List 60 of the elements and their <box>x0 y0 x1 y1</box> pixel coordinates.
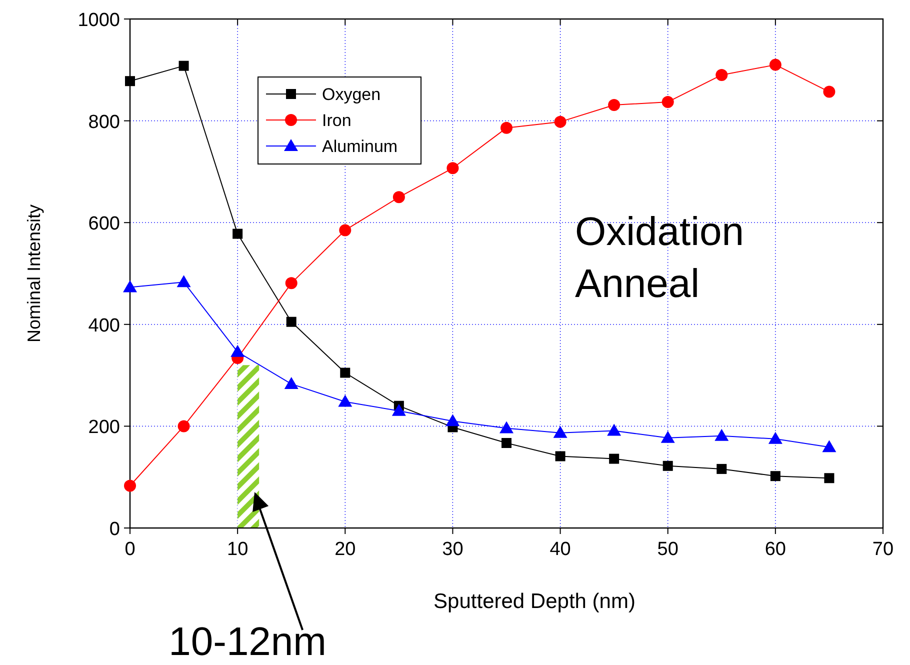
x-tick-label: 0 <box>124 539 136 560</box>
point <box>714 428 729 441</box>
point <box>500 122 512 134</box>
point <box>768 432 782 444</box>
point <box>500 421 514 434</box>
point <box>123 280 137 292</box>
point <box>338 394 352 407</box>
y-tick-label: 1000 <box>78 10 120 31</box>
x-tick-label: 70 <box>872 539 894 560</box>
point <box>392 191 405 204</box>
point <box>339 224 352 236</box>
point <box>178 420 190 432</box>
point <box>662 460 673 471</box>
point <box>822 440 836 452</box>
x-tick-label: 20 <box>334 539 356 560</box>
point <box>770 471 780 482</box>
x-tick-label: 10 <box>227 539 248 560</box>
point <box>446 414 460 426</box>
point <box>553 426 568 438</box>
point <box>607 424 622 436</box>
point <box>502 438 512 448</box>
x-tick-label: 50 <box>657 539 678 560</box>
point <box>178 60 189 71</box>
point <box>284 376 298 389</box>
point <box>555 451 566 462</box>
point <box>176 275 191 288</box>
point <box>662 96 674 108</box>
legend-label: Aluminum <box>322 137 398 156</box>
point <box>340 368 350 378</box>
point <box>124 480 136 492</box>
point <box>125 76 135 86</box>
point <box>230 344 245 357</box>
x-tick-label: 40 <box>550 539 571 560</box>
point <box>609 454 620 464</box>
point <box>823 86 836 98</box>
point <box>286 316 296 327</box>
point <box>716 68 728 81</box>
band-label: 10-12nm <box>168 620 327 664</box>
point <box>232 228 243 239</box>
legend-label: Iron <box>322 111 352 130</box>
y-tick-label: 200 <box>88 417 120 438</box>
x-tick-label: 30 <box>442 539 464 560</box>
y-tick-label: 800 <box>88 112 120 133</box>
point <box>285 277 298 290</box>
x-axis-title: Sputtered Depth (nm) <box>434 590 636 613</box>
y-axis-title: Nominal Intensity <box>24 204 44 343</box>
point <box>716 464 727 474</box>
x-tick-label: 60 <box>764 539 786 560</box>
point <box>769 58 782 71</box>
point <box>392 404 406 416</box>
point <box>608 99 620 112</box>
y-tick-label: 600 <box>88 214 120 235</box>
point <box>824 473 834 484</box>
annotation: Oxidation Anneal <box>575 210 744 306</box>
point <box>554 116 566 128</box>
point <box>446 162 459 174</box>
point <box>660 430 675 443</box>
y-tick-label: 0 <box>109 519 120 540</box>
y-tick-label: 400 <box>88 315 120 336</box>
legend-label: Oxygen <box>322 85 381 104</box>
